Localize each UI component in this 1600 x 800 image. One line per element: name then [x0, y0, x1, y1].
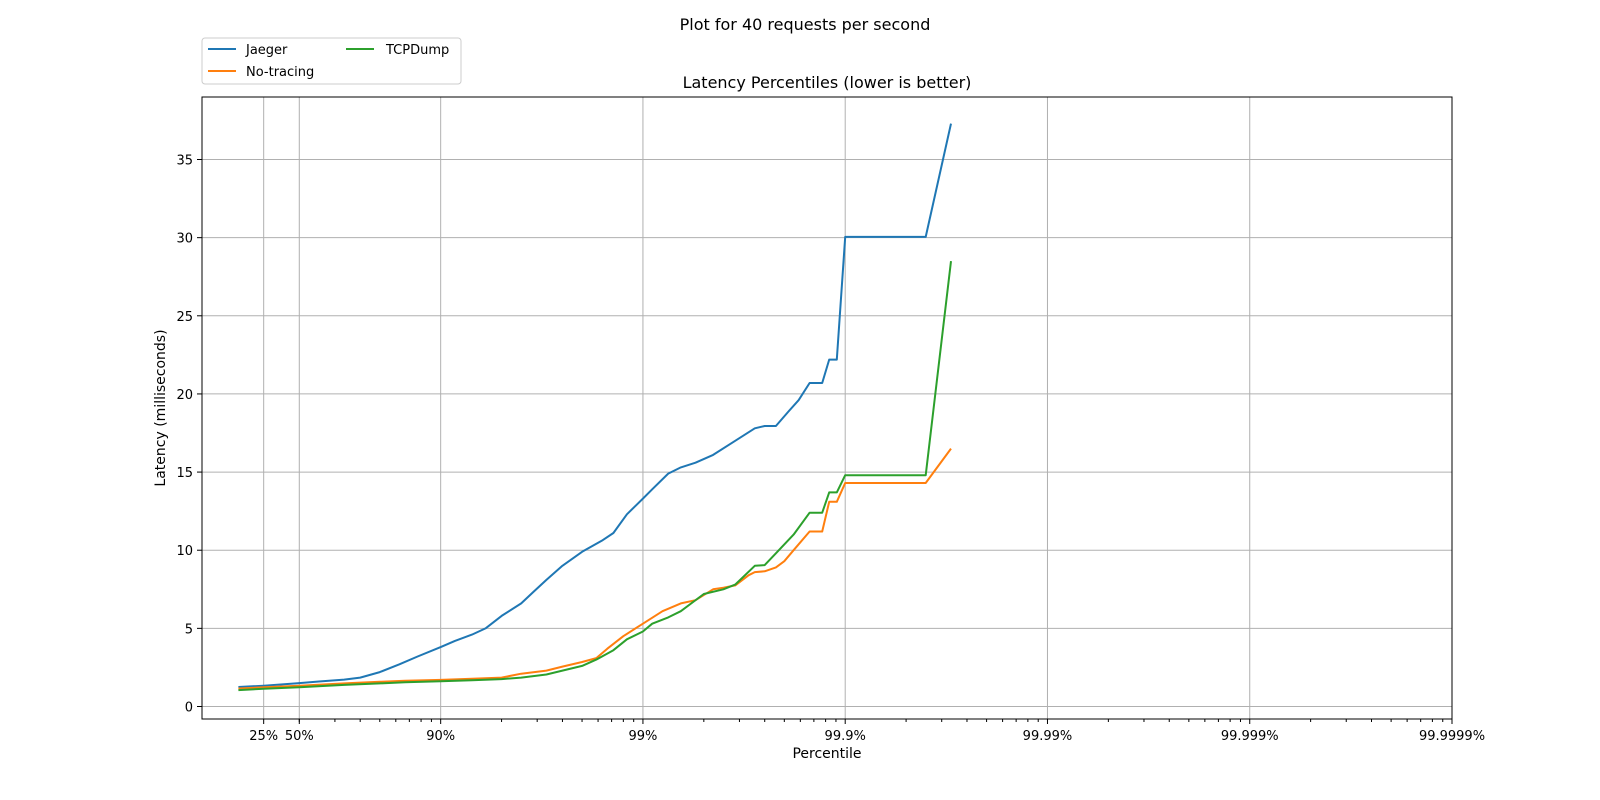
y-tick-label: 20	[176, 388, 193, 403]
series-line-tcpdump	[238, 260, 952, 692]
x-tick-label: 99.99%	[1023, 729, 1073, 744]
grid-lines	[202, 97, 1453, 719]
x-tick-label: 99.999%	[1221, 729, 1279, 744]
x-tick-label: 50%	[285, 729, 314, 744]
series-lines	[238, 123, 952, 692]
x-tick-label: 99.9%	[825, 729, 866, 744]
x-tick-label: 99%	[628, 729, 657, 744]
legend-label-tcpdump: TCPDump	[385, 43, 449, 58]
legend: Jaeger No-tracing TCPDump	[201, 37, 462, 85]
y-axis-label: Latency (milliseconds)	[153, 329, 169, 486]
y-tick-label: 0	[185, 700, 193, 715]
x-axis-label: Percentile	[792, 746, 861, 762]
y-tick-label: 30	[176, 232, 193, 247]
series-line-jaeger	[238, 123, 952, 688]
legend-label-no-tracing: No-tracing	[246, 65, 314, 80]
x-axis-ticks: 25% 50% 90% 99% 99.9% 99.99% 99.999% 99.9999%	[249, 719, 1485, 744]
series-line-no-tracing	[238, 448, 952, 690]
legend-label-jaeger: Jaeger	[245, 43, 288, 58]
y-tick-label: 5	[185, 622, 193, 637]
x-tick-label: 25%	[249, 729, 278, 744]
y-tick-label: 10	[176, 544, 193, 559]
y-tick-label: 25	[176, 310, 193, 325]
x-tick-label: 99.9999%	[1419, 729, 1485, 744]
x-tick-label: 90%	[426, 729, 455, 744]
legend-box	[201, 37, 462, 85]
figure-suptitle: Plot for 40 requests per second	[680, 15, 931, 34]
plot-area-frame	[201, 96, 1453, 720]
y-tick-label: 35	[176, 154, 193, 169]
plot-title: Latency Percentiles (lower is better)	[683, 73, 972, 92]
y-axis-ticks: 0 5 10 15 20 25 30 35	[176, 154, 202, 715]
y-tick-label: 15	[176, 466, 193, 481]
